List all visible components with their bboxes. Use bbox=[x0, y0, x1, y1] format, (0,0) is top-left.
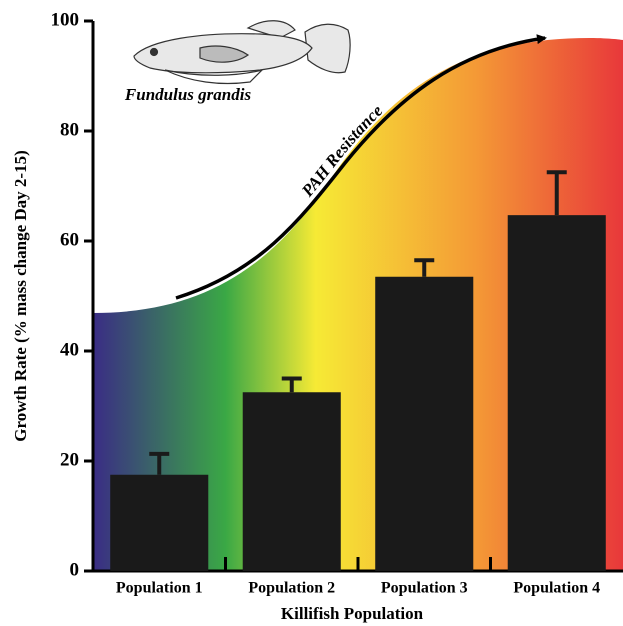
error-bar bbox=[546, 170, 567, 216]
error-bar bbox=[149, 451, 170, 475]
y-tick-label: 0 bbox=[70, 559, 80, 580]
bar bbox=[110, 474, 209, 571]
resistance-gradient bbox=[93, 38, 623, 571]
bar bbox=[242, 392, 341, 571]
x-tick-label: Population 4 bbox=[513, 580, 600, 597]
x-axis-title: Killifish Population bbox=[281, 604, 424, 623]
y-tick-label: 80 bbox=[60, 119, 79, 140]
fish-illustration bbox=[133, 20, 351, 85]
bar bbox=[507, 215, 606, 571]
y-tick-label: 60 bbox=[60, 229, 79, 250]
y-tick-label: 20 bbox=[60, 449, 79, 470]
species-label: Fundulus grandis bbox=[124, 85, 252, 104]
y-tick-label: 100 bbox=[51, 9, 80, 30]
error-bar bbox=[281, 376, 302, 393]
error-bar bbox=[414, 258, 435, 277]
y-tick-label: 40 bbox=[60, 339, 79, 360]
x-tick-label: Population 3 bbox=[381, 580, 468, 597]
resistance-arrow bbox=[175, 34, 547, 300]
bar bbox=[375, 276, 474, 571]
x-tick-label: Population 2 bbox=[248, 580, 335, 597]
y-axis-title: Growth Rate (% mass change Day 2-15) bbox=[11, 150, 30, 442]
x-tick-label: Population 1 bbox=[116, 580, 203, 597]
